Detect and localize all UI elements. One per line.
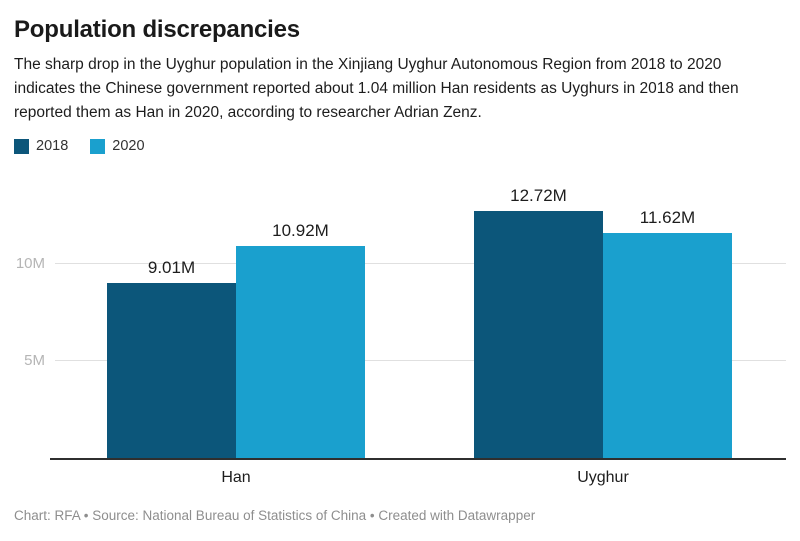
bar-2018-han	[107, 283, 236, 458]
y-tick-label: 5M	[24, 352, 45, 369]
bar-value-label: 12.72M	[510, 186, 567, 205]
bar-2020-han	[236, 246, 365, 458]
chart-title: Population discrepancies	[14, 16, 300, 43]
legend-label: 2018	[36, 138, 69, 154]
bar-value-label: 11.62M	[639, 208, 696, 227]
bar-2018-uyghur	[474, 211, 603, 458]
legend-swatch-icon	[14, 138, 29, 154]
gridline-10m	[55, 263, 786, 264]
bar-value-label: 10.92M	[272, 221, 329, 240]
legend-item-2018: 2018	[14, 138, 68, 154]
bar-value-label: 9.01M	[147, 258, 196, 277]
x-axis-line	[50, 458, 786, 460]
legend-swatch-icon	[90, 138, 106, 154]
y-tick-label: 10M	[15, 255, 45, 272]
x-category-label-han: Han	[221, 469, 251, 486]
legend: 2018 2020	[14, 138, 786, 154]
chart-footer: Chart: RFA • Source: National Bureau of …	[14, 508, 536, 523]
bar-chart: 5M 10M 9.01M 10.92M 12.72M 11.62M Han Uyghur	[14, 170, 786, 488]
gridline-5m	[55, 360, 786, 361]
x-category-label-uyghur: Uyghur	[577, 469, 629, 486]
chart-description: The sharp drop in the Uyghur population …	[14, 56, 739, 121]
category-axis: Han Uyghur	[14, 466, 786, 490]
plot-area: 5M 10M 9.01M 10.92M 12.72M 11.62M	[14, 170, 786, 458]
legend-label: 2020	[112, 138, 145, 154]
bar-2020-uyghur	[603, 233, 732, 458]
legend-item-2020: 2020	[90, 138, 145, 154]
